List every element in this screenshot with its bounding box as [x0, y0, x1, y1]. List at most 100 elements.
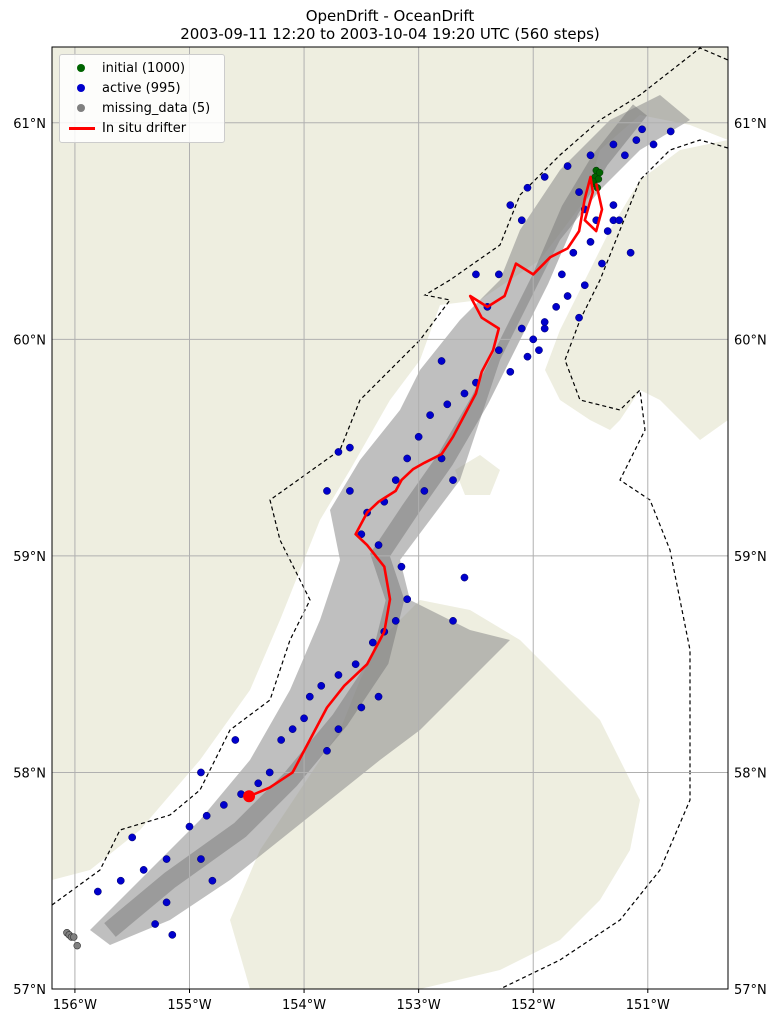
active-particle	[523, 183, 532, 192]
active-particle	[569, 248, 578, 257]
active-particle	[288, 725, 297, 733]
axis-ticks: 156°W 155°W 154°W 153°W 152°W 151°W 57°N 57°N 58…	[13, 117, 767, 1013]
active-particle	[403, 454, 412, 463]
active-particle	[351, 660, 360, 669]
active-particle	[552, 303, 560, 311]
active-particle	[374, 541, 383, 549]
active-particle	[116, 876, 125, 885]
legend: initial (1000) active (995) missing_data…	[59, 54, 225, 143]
active-particle	[334, 725, 343, 733]
active-particle	[426, 411, 434, 419]
initial-particle	[596, 168, 604, 177]
legend-marker-missing	[77, 104, 85, 112]
active-particle	[391, 476, 400, 484]
active-particle	[626, 248, 635, 257]
active-particle	[449, 617, 457, 625]
active-particle	[317, 681, 326, 690]
active-particle	[540, 324, 549, 333]
active-particle	[506, 201, 515, 209]
active-particle	[391, 617, 400, 625]
land-kenai	[545, 140, 728, 440]
y-tick-label-left: 57°N	[13, 983, 46, 998]
land-kodiak	[230, 600, 640, 989]
active-particle	[523, 352, 532, 361]
missing-data-particle	[73, 941, 81, 950]
active-particle	[368, 638, 377, 647]
active-particle	[575, 313, 583, 322]
active-particle	[265, 768, 274, 777]
active-particle	[615, 216, 624, 225]
y-tick-label-left: 58°N	[13, 766, 46, 781]
active-particle	[185, 822, 194, 831]
active-particle	[540, 318, 549, 326]
x-tick-label: 152°W	[511, 998, 555, 1013]
y-tick-label-right: 57°N	[734, 983, 767, 998]
active-particle	[609, 201, 618, 209]
legend-label-active: active (995)	[102, 80, 181, 96]
active-particle	[254, 779, 263, 788]
active-particle	[323, 746, 331, 755]
chart-subtitle: 2003-09-11 12:20 to 2003-10-04 19:20 UTC…	[180, 25, 600, 43]
active-particle	[517, 324, 526, 333]
active-particle	[168, 931, 177, 939]
active-particle	[374, 692, 383, 701]
active-particle	[580, 281, 589, 290]
legend-item-active: active (995)	[68, 79, 181, 97]
active-particle	[586, 238, 595, 246]
land-mainland	[52, 47, 728, 880]
active-particle	[649, 140, 658, 149]
active-particle	[220, 801, 228, 809]
legend-label-initial: initial (1000)	[102, 60, 186, 76]
y-tick-label-left: 61°N	[13, 117, 46, 132]
active-particle	[323, 487, 331, 495]
active-particle	[414, 432, 423, 441]
active-particle	[139, 866, 148, 874]
active-particle	[334, 448, 343, 456]
active-particle	[460, 389, 469, 398]
y-tick-label-right: 58°N	[734, 766, 767, 781]
coastal-boundary-west	[51, 47, 729, 906]
active-particle	[586, 151, 595, 160]
y-tick-label-right: 60°N	[734, 333, 767, 348]
drifter-start-marker	[243, 790, 256, 803]
y-tick-label-right: 61°N	[734, 117, 767, 132]
legend-line-drifter	[69, 127, 95, 130]
active-particle	[460, 573, 469, 582]
legend-marker-initial	[77, 64, 85, 72]
active-particle	[632, 136, 641, 144]
active-particle	[563, 162, 572, 170]
active-particle	[346, 487, 354, 495]
trajectory-envelope	[90, 95, 690, 945]
active-particle	[420, 487, 429, 495]
land-barren-islands	[455, 455, 500, 495]
marker-layer	[63, 125, 675, 950]
active-particle	[305, 692, 314, 701]
active-particle	[472, 270, 480, 279]
x-tick-label: 151°W	[626, 998, 670, 1013]
active-particle	[162, 898, 171, 907]
active-particle	[202, 811, 211, 820]
active-particle	[449, 476, 457, 484]
legend-label-missing: missing_data (5)	[102, 100, 211, 116]
active-particle	[494, 270, 503, 279]
x-tick-label: 153°W	[397, 998, 441, 1013]
active-particle	[506, 367, 515, 376]
active-particle	[162, 855, 171, 863]
x-tick-label: 154°W	[282, 998, 326, 1013]
active-particle	[151, 920, 159, 928]
y-tick-label-right: 59°N	[734, 550, 767, 565]
legend-label-drifter: In situ drifter	[102, 120, 187, 136]
legend-item-initial: initial (1000)	[68, 59, 185, 77]
active-particle	[563, 292, 572, 300]
active-particle	[357, 530, 366, 539]
map-land	[52, 47, 728, 989]
active-particle	[598, 259, 606, 268]
active-particle	[540, 173, 549, 181]
active-particle	[443, 400, 452, 409]
active-particle	[666, 127, 675, 136]
active-particle	[558, 270, 566, 279]
coastal-boundary-east	[499, 139, 729, 990]
active-particle	[529, 335, 538, 344]
active-particle	[603, 227, 612, 235]
